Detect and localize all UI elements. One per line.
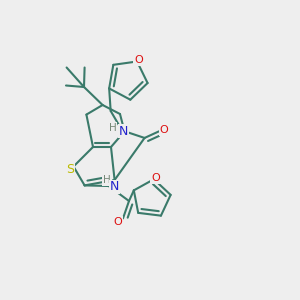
Text: O: O [134, 55, 143, 65]
Text: N: N [119, 124, 129, 137]
Text: H: H [103, 175, 111, 185]
Text: O: O [151, 173, 160, 183]
Text: N: N [110, 180, 119, 194]
Text: S: S [66, 163, 74, 176]
Text: O: O [159, 125, 168, 135]
Text: H: H [109, 123, 116, 133]
Text: O: O [113, 217, 122, 227]
